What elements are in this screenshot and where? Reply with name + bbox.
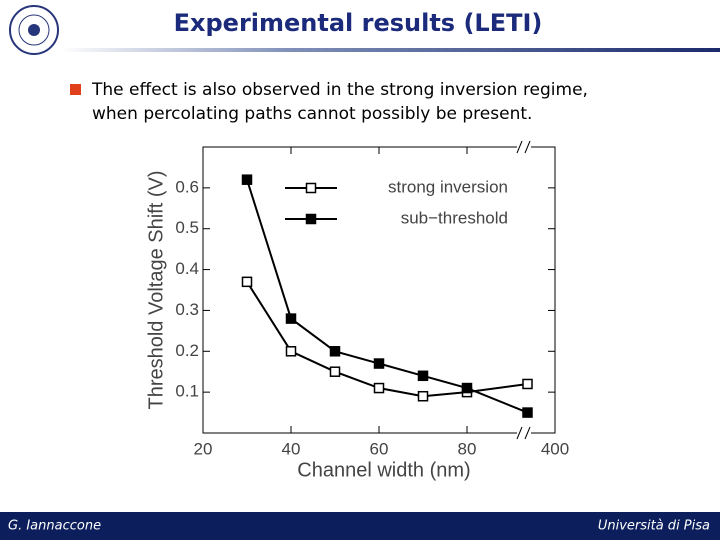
- marker: [522, 407, 533, 418]
- footer-affiliation: Università di Pisa: [598, 519, 710, 534]
- footer-bar: [0, 512, 720, 540]
- marker: [285, 346, 297, 357]
- logo: [9, 5, 59, 55]
- marker: [373, 358, 385, 369]
- bullet-text: The effect is also observed in the stron…: [91, 80, 588, 100]
- x-tick-label: 400: [541, 439, 569, 458]
- marker: [417, 390, 429, 402]
- title-rule: [60, 48, 720, 52]
- marker: [522, 378, 533, 390]
- y-tick-label: 0.3: [175, 300, 199, 319]
- footer-author: G. Iannaccone: [8, 519, 101, 534]
- x-tick-label: 60: [370, 439, 389, 458]
- marker: [285, 313, 297, 324]
- y-tick-label: 0.4: [175, 259, 199, 278]
- y-tick-label: 0.5: [175, 218, 199, 237]
- marker: [329, 366, 341, 377]
- marker: [461, 382, 473, 394]
- bullet-text: when percolating paths cannot possibly b…: [92, 104, 532, 124]
- axis-break-gap: [517, 145, 531, 149]
- axis-break: [516, 426, 531, 440]
- marker: [241, 174, 253, 185]
- slide-title: Experimental results (LETI): [174, 9, 543, 37]
- legend-marker: [305, 213, 317, 225]
- legend-label: strong inversion: [388, 177, 508, 196]
- y-tick-label: 0.2: [175, 341, 199, 360]
- data-line: [246, 281, 528, 398]
- x-tick-label: 40: [282, 439, 301, 458]
- axis-break-gap: [517, 431, 531, 435]
- x-tick-label: 20: [194, 439, 213, 458]
- y-axis-label: Threshold Voltage Shift (V): [145, 170, 167, 409]
- marker: [329, 346, 341, 357]
- marker: [241, 276, 253, 288]
- legend-label: sub−threshold: [401, 208, 508, 227]
- axis-break: [516, 140, 531, 154]
- x-tick-label: 80: [458, 439, 477, 458]
- x-axis-label: Channel width (nm): [297, 459, 470, 481]
- marker: [373, 382, 385, 394]
- legend-marker: [305, 182, 317, 194]
- y-tick-label: 0.6: [175, 177, 199, 196]
- chart: 20 40 60 80 400 0.1 0.2 0.3 0.4 0.5 0.6 Channel wid…: [145, 140, 569, 481]
- bullet-marker: [70, 84, 81, 95]
- y-tick-label: 0.1: [175, 382, 199, 401]
- marker: [417, 370, 429, 382]
